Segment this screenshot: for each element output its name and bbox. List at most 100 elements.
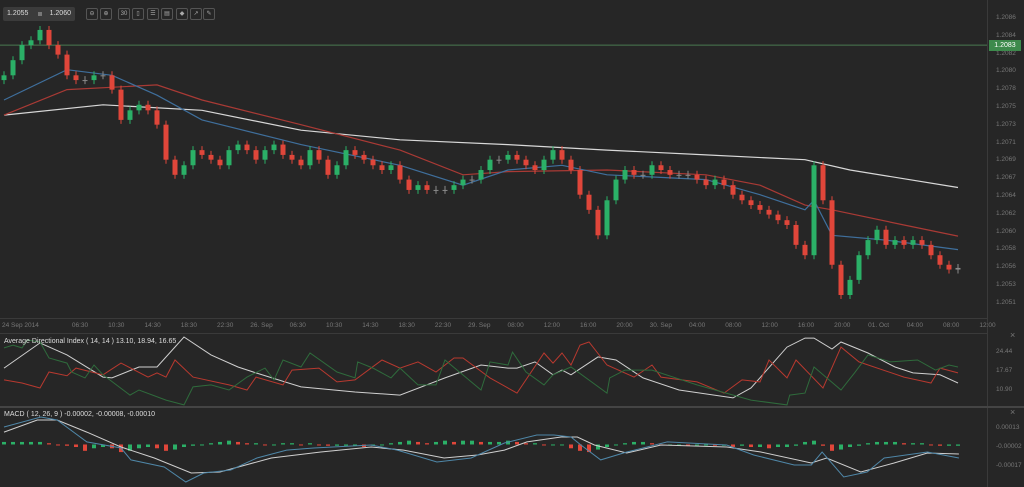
candle-body bbox=[172, 159, 178, 175]
candle bbox=[1, 71, 7, 85]
macd-histogram-bar bbox=[875, 441, 879, 445]
candle-body bbox=[748, 200, 754, 206]
time-axis-label: 06:30 bbox=[71, 322, 89, 329]
candlestick-icon[interactable]: ▯ bbox=[132, 8, 144, 20]
candle-body bbox=[271, 144, 277, 151]
macd-histogram-bar bbox=[947, 444, 951, 446]
candle bbox=[523, 155, 529, 170]
candle-body bbox=[586, 194, 592, 210]
candle bbox=[316, 146, 322, 164]
candle bbox=[163, 120, 169, 164]
candle bbox=[910, 236, 916, 249]
candle bbox=[793, 220, 799, 249]
macd-histogram-bar bbox=[686, 444, 690, 446]
candle-body bbox=[838, 264, 844, 296]
time-axis-label: 12:00 bbox=[543, 322, 561, 329]
macd-histogram-bar bbox=[263, 444, 267, 446]
candle-body bbox=[757, 205, 763, 210]
candle-body bbox=[91, 75, 97, 81]
candle-body bbox=[199, 150, 205, 155]
macd-histogram-bar bbox=[848, 444, 852, 448]
macd-histogram-bar bbox=[911, 443, 915, 445]
export-icon[interactable]: ↗ bbox=[190, 8, 202, 20]
candle-body bbox=[541, 159, 547, 171]
time-axis-label: 30. Sep bbox=[649, 322, 673, 329]
candle-body bbox=[694, 174, 700, 180]
candle bbox=[19, 41, 25, 65]
macd-histogram-bar bbox=[641, 441, 645, 445]
candle-body bbox=[298, 159, 304, 166]
macd-histogram-bar bbox=[488, 441, 492, 445]
chart-type-icon[interactable]: ▤ bbox=[161, 8, 173, 20]
timeframe-button[interactable]: 30 bbox=[118, 8, 130, 20]
candle bbox=[334, 161, 340, 179]
candle-body bbox=[424, 185, 430, 190]
price-axis-label: 1.2078 bbox=[996, 85, 1016, 93]
tag-icon[interactable]: ◆ bbox=[176, 8, 188, 20]
candle bbox=[118, 85, 124, 124]
candle-body bbox=[442, 189, 448, 191]
candle-body bbox=[469, 179, 475, 181]
candle-body bbox=[622, 170, 628, 180]
zoom-out-icon[interactable]: ⊖ bbox=[86, 8, 98, 20]
candle bbox=[613, 175, 619, 205]
macd-histogram-bar bbox=[74, 444, 78, 448]
macd-histogram bbox=[2, 440, 960, 453]
macd-histogram-bar bbox=[884, 441, 888, 445]
candle-body bbox=[919, 240, 925, 245]
time-axis-label: 01. Oct bbox=[868, 322, 890, 329]
macd-histogram-bar bbox=[407, 440, 411, 445]
macd-histogram-bar bbox=[785, 444, 789, 448]
candle-body bbox=[613, 179, 619, 201]
macd-histogram-bar bbox=[605, 444, 609, 448]
candle bbox=[595, 205, 601, 240]
bid-ask-box[interactable]: 1.2055 1.2060 bbox=[3, 7, 75, 21]
candle bbox=[262, 146, 268, 164]
candle-body bbox=[10, 60, 16, 76]
candle bbox=[757, 201, 763, 214]
close-macd-panel-icon[interactable]: × bbox=[1010, 407, 1016, 417]
macd-histogram-bar bbox=[2, 441, 6, 445]
macd-axis-label: -0.00017 bbox=[996, 462, 1022, 469]
candle bbox=[352, 146, 358, 159]
macd-histogram-bar bbox=[434, 441, 438, 445]
candle-body bbox=[721, 179, 727, 186]
candle-body bbox=[631, 170, 637, 175]
candle-body bbox=[937, 255, 943, 265]
time-axis-label: 24 Sep 2014 bbox=[2, 322, 39, 329]
candle-body bbox=[802, 244, 808, 256]
candle bbox=[100, 71, 106, 80]
pencil-icon[interactable]: ✎ bbox=[203, 8, 215, 20]
macd-histogram-bar bbox=[155, 444, 159, 449]
candle bbox=[415, 181, 421, 194]
candle bbox=[802, 240, 808, 260]
candle bbox=[721, 175, 727, 190]
candle bbox=[811, 161, 817, 260]
macd-histogram-bar bbox=[776, 444, 780, 448]
macd-histogram-bar bbox=[929, 444, 933, 446]
macd-histogram-bar bbox=[938, 444, 942, 446]
candle bbox=[370, 155, 376, 170]
macd-histogram-bar bbox=[398, 441, 402, 445]
ask-price: 1.2060 bbox=[49, 10, 71, 17]
price-axis-label: 1.2071 bbox=[996, 138, 1016, 146]
macd-histogram-bar bbox=[335, 444, 339, 446]
macd-histogram-bar bbox=[299, 444, 303, 446]
indicator-icon[interactable]: ☰ bbox=[147, 8, 159, 20]
close-adx-panel-icon[interactable]: × bbox=[1010, 330, 1016, 340]
candle bbox=[901, 236, 907, 249]
macd-histogram-bar bbox=[524, 443, 528, 445]
macd-histogram-bar bbox=[101, 444, 105, 448]
adx-title: Average Directional Index ( 14, 14 ) 13.… bbox=[4, 338, 177, 345]
macd-histogram-bar bbox=[254, 443, 258, 445]
candle bbox=[820, 161, 826, 205]
candle bbox=[919, 236, 925, 249]
macd-histogram-bar bbox=[146, 444, 150, 448]
candle-body bbox=[460, 179, 466, 186]
time-axis-label: 29. Sep bbox=[468, 322, 491, 329]
price-axis-label: 1.2080 bbox=[996, 67, 1016, 75]
candle-body bbox=[145, 104, 151, 111]
zoom-in-icon[interactable]: ⊕ bbox=[100, 8, 112, 20]
macd-histogram-bar bbox=[866, 443, 870, 445]
